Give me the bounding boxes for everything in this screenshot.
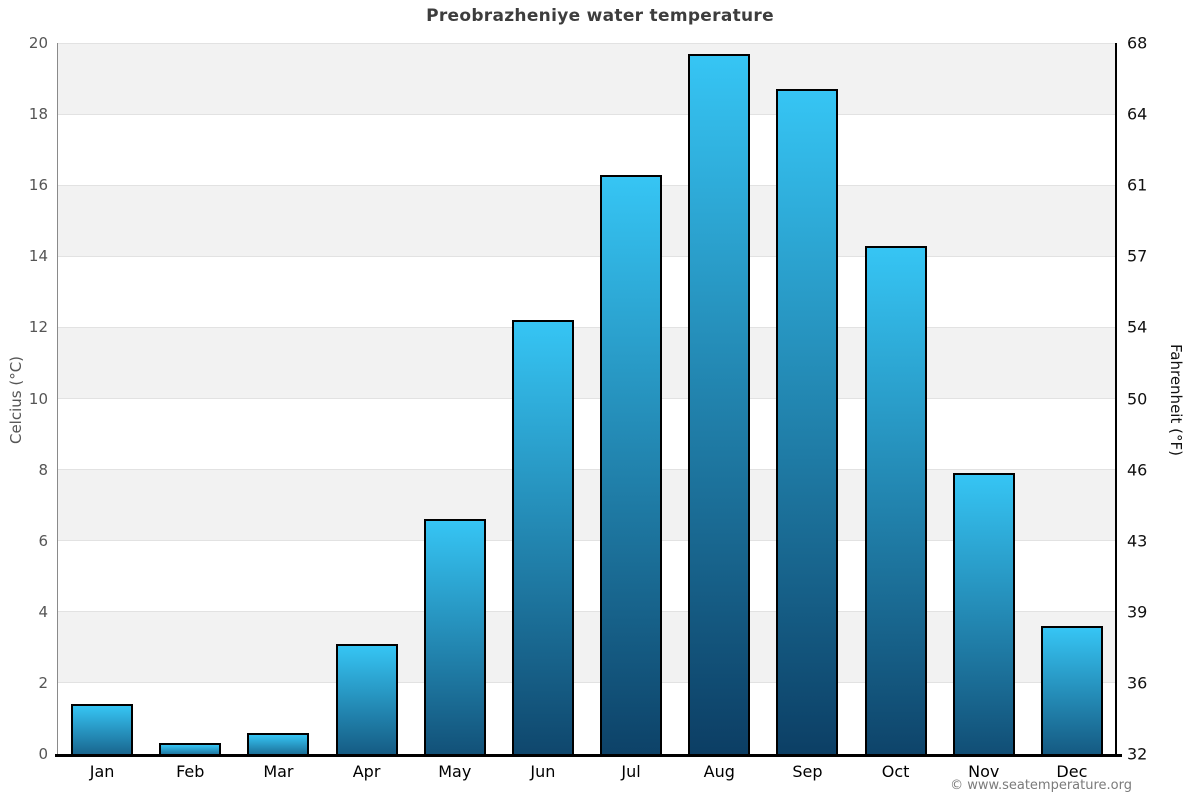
y-tick-celsius-18: 18 — [28, 105, 48, 124]
gridline — [58, 326, 1116, 328]
grid-band — [58, 611, 1116, 683]
x-tick-sep: Sep — [792, 762, 823, 781]
y-tick-celsius-2: 2 — [38, 673, 48, 692]
y-tick-celsius-10: 10 — [28, 389, 48, 408]
bar-jun[interactable] — [511, 320, 574, 754]
gridline — [58, 469, 1116, 471]
grid-band — [58, 185, 1116, 257]
x-tick-apr: Apr — [352, 762, 381, 781]
x-tick-aug: Aug — [703, 762, 735, 781]
y-tick-fahrenheit-57: 57 — [1127, 246, 1148, 266]
y-tick-fahrenheit-64: 64 — [1127, 104, 1148, 124]
x-tick-feb: Feb — [176, 762, 205, 781]
y-tick-fahrenheit-43: 43 — [1127, 531, 1148, 551]
bar-mar[interactable] — [247, 732, 310, 754]
y-tick-fahrenheit-68: 68 — [1127, 33, 1148, 53]
bar-feb[interactable] — [159, 743, 222, 754]
y-tick-fahrenheit-61: 61 — [1127, 175, 1148, 195]
bar-nov[interactable] — [952, 473, 1015, 754]
x-tick-oct: Oct — [881, 762, 910, 781]
y-tick-celsius-20: 20 — [28, 34, 48, 52]
bar-aug[interactable] — [688, 53, 751, 754]
y-tick-fahrenheit-50: 50 — [1127, 389, 1148, 408]
bar-oct[interactable] — [864, 245, 927, 754]
gridline — [58, 611, 1116, 613]
bar-jan[interactable] — [71, 704, 134, 754]
chart-title: Preobrazheniye water temperature — [426, 6, 774, 26]
grid-band — [58, 469, 1116, 541]
y-tick-celsius-14: 14 — [28, 247, 48, 266]
y-tick-celsius-12: 12 — [28, 318, 48, 337]
y-tick-fahrenheit-32: 32 — [1127, 744, 1148, 764]
grid-band — [58, 43, 1116, 115]
y-tick-celsius-16: 16 — [28, 176, 48, 195]
y-axis-line-right — [1115, 43, 1117, 757]
y-tick-celsius-4: 4 — [38, 602, 48, 621]
gridline — [58, 255, 1116, 257]
gridline — [58, 398, 1116, 399]
y-tick-fahrenheit-46: 46 — [1127, 460, 1148, 480]
y-tick-fahrenheit-54: 54 — [1127, 317, 1148, 337]
x-tick-nov: Nov — [968, 762, 1000, 781]
gridline — [58, 42, 1116, 44]
x-tick-jun: Jun — [530, 762, 556, 781]
y-tick-fahrenheit-39: 39 — [1127, 602, 1148, 622]
y-tick-celsius-8: 8 — [38, 460, 48, 479]
x-tick-jul: Jul — [621, 762, 641, 781]
x-tick-mar: Mar — [263, 762, 294, 781]
y-tick-fahrenheit-36: 36 — [1127, 673, 1148, 693]
gridline — [58, 682, 1116, 684]
y-tick-celsius-6: 6 — [38, 531, 48, 550]
bar-apr[interactable] — [335, 643, 398, 754]
gridline — [58, 184, 1116, 186]
x-tick-jan: Jan — [89, 762, 115, 781]
y-tick-celsius-0: 0 — [38, 745, 48, 763]
grid-band — [58, 327, 1116, 399]
y-axis-line-left — [56, 43, 58, 754]
bar-sep[interactable] — [776, 89, 839, 754]
x-tick-dec: Dec — [1056, 762, 1088, 781]
x-axis-line — [55, 754, 1122, 757]
plot-area — [58, 42, 1116, 755]
gridline — [58, 113, 1116, 115]
x-tick-may: May — [438, 762, 472, 781]
gridline — [58, 540, 1116, 542]
copyright-link[interactable]: © www.seatemperature.org — [950, 778, 1132, 793]
bar-dec[interactable] — [1040, 626, 1103, 754]
bar-may[interactable] — [423, 519, 486, 754]
bar-jul[interactable] — [600, 174, 663, 754]
